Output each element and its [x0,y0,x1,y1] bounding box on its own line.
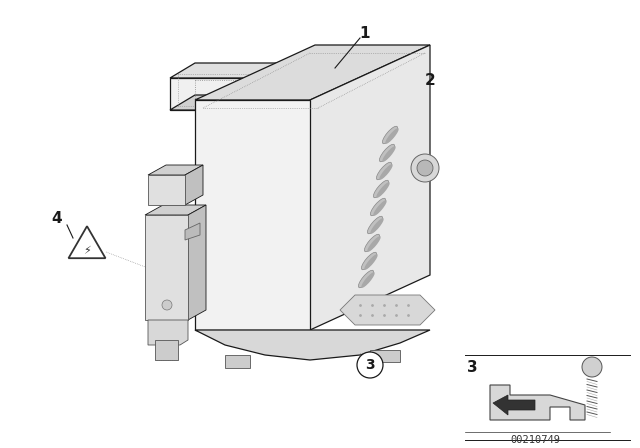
Polygon shape [195,330,430,360]
Ellipse shape [380,164,393,180]
Ellipse shape [362,272,374,288]
Ellipse shape [371,198,385,216]
Ellipse shape [367,236,381,252]
Text: 4: 4 [52,211,62,225]
Ellipse shape [383,126,397,144]
Text: 3: 3 [365,358,375,372]
Ellipse shape [362,252,376,270]
Ellipse shape [358,270,374,288]
Polygon shape [155,340,178,360]
Ellipse shape [367,216,383,234]
Polygon shape [148,165,203,175]
Polygon shape [310,45,430,330]
Text: 00210749: 00210749 [510,435,560,445]
Polygon shape [170,78,310,110]
Ellipse shape [382,146,396,162]
Ellipse shape [380,144,395,162]
Polygon shape [185,223,200,240]
Ellipse shape [376,182,390,198]
Ellipse shape [371,218,384,234]
Text: 3: 3 [467,359,477,375]
Circle shape [582,357,602,377]
Polygon shape [370,350,400,362]
Polygon shape [490,385,585,420]
Polygon shape [195,45,430,100]
Polygon shape [148,175,185,205]
Polygon shape [145,205,206,215]
Polygon shape [185,165,203,205]
Text: ⚡: ⚡ [83,246,91,256]
Circle shape [417,160,433,176]
Circle shape [357,352,383,378]
Text: 2: 2 [424,73,435,87]
Polygon shape [170,63,335,78]
Ellipse shape [364,234,380,252]
Ellipse shape [364,254,378,270]
Circle shape [162,300,172,310]
Polygon shape [148,320,188,345]
Ellipse shape [373,200,387,216]
Text: 1: 1 [360,26,371,40]
Ellipse shape [385,128,399,144]
Ellipse shape [376,162,392,180]
Polygon shape [68,226,106,258]
Polygon shape [225,355,250,368]
Ellipse shape [373,180,388,198]
Polygon shape [310,63,335,110]
Polygon shape [340,295,435,325]
Polygon shape [195,100,310,330]
Polygon shape [145,215,188,320]
Circle shape [411,154,439,182]
Polygon shape [493,395,535,415]
Polygon shape [188,205,206,320]
Polygon shape [170,95,335,110]
